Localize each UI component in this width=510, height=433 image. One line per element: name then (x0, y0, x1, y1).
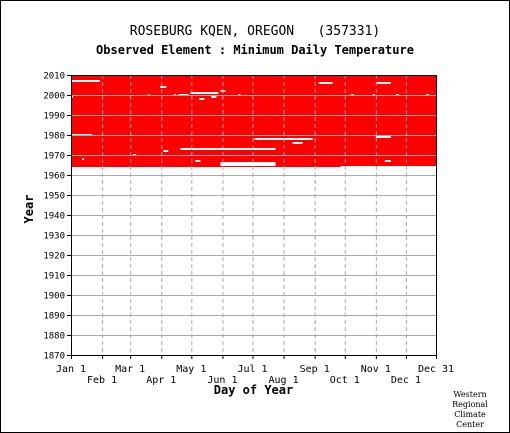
x-tick-label: Dec 31 (418, 364, 454, 375)
missing-data-segment (71, 80, 101, 82)
x-tick-label: Apr 1 (146, 375, 176, 386)
credit-line-1: Western (453, 390, 487, 399)
credit-line-2: Regional (452, 400, 488, 409)
missing-data-segment (180, 148, 276, 150)
missing-data-segment (318, 82, 333, 84)
y-tick-label: 1930 (43, 232, 65, 242)
missing-data-segment (195, 160, 201, 162)
missing-data-segment (71, 96, 74, 98)
missing-data-segment (160, 86, 167, 88)
y-tick-label: 1870 (43, 352, 65, 362)
chart-subtitle: Observed Element : Minimum Daily Tempera… (96, 43, 414, 57)
y-tick-label: 1970 (43, 152, 65, 162)
y-tick-label: 1990 (43, 112, 65, 122)
missing-data-segment (254, 138, 313, 140)
missing-data-segment (199, 98, 205, 100)
x-tick-label: Jul 1 (237, 364, 267, 375)
y-tick-label: 1920 (43, 252, 65, 262)
y-tick-label: 1910 (43, 272, 65, 282)
y-tick-label: 1880 (43, 332, 65, 342)
x-tick-label: Nov 1 (361, 364, 391, 375)
missing-data-segment (163, 150, 169, 152)
x-tick-label: Jan 1 (56, 364, 86, 375)
x-tick-label: Jun 1 (207, 375, 237, 386)
y-tick-label: 1980 (43, 132, 65, 142)
y-tick-label: 1900 (43, 292, 65, 302)
y-tick-label: 1890 (43, 312, 65, 322)
y-tick-label: 2000 (43, 92, 65, 102)
y-tick-label: 1960 (43, 172, 65, 182)
y-tick-label: 1950 (43, 192, 65, 202)
x-axis-label: Day of Year (214, 383, 293, 397)
x-tick-label: Mar 1 (115, 364, 145, 375)
y-tick-label: 1940 (43, 212, 65, 222)
credit-line-3: Climate (454, 410, 486, 419)
missing-data-segment (375, 136, 391, 138)
x-tick-label: Aug 1 (269, 375, 299, 386)
missing-data-segment (220, 162, 276, 164)
y-axis-label: Year (22, 195, 36, 224)
x-tick-label: Sep 1 (300, 364, 330, 375)
missing-data-segment (190, 92, 219, 94)
missing-data-segment (376, 82, 391, 84)
x-tick-label: Feb 1 (87, 375, 117, 386)
missing-data-segment (211, 96, 217, 98)
missing-data-segment (384, 160, 391, 162)
y-tick-label: 2010 (43, 72, 65, 82)
x-tick-label: Oct 1 (330, 375, 360, 386)
credit-line-4: Center (456, 420, 484, 429)
missing-data-segment (220, 164, 276, 166)
plot-border (71, 75, 437, 356)
x-tick-label: May 1 (176, 364, 206, 375)
missing-data-segment (82, 158, 85, 160)
data-coverage-area (71, 75, 436, 167)
missing-data-segment (340, 166, 436, 168)
x-tick-label: Dec 1 (391, 375, 421, 386)
chart-title: ROSEBURG KQEN, OREGON (357331) (129, 24, 381, 39)
missing-data-segment (292, 142, 303, 144)
